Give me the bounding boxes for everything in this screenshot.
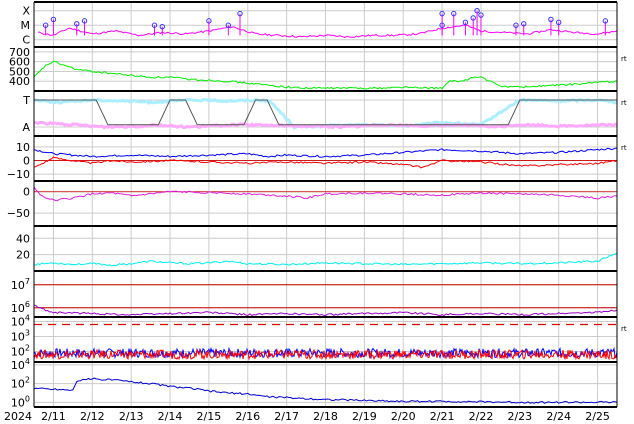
- y-tick-label: 100: [11, 394, 30, 409]
- series-xray-0: [37, 24, 618, 38]
- y-tick-label: 40: [16, 232, 30, 245]
- x-tick-label: 2/14: [158, 410, 183, 423]
- y-tick-label: 700: [9, 46, 30, 59]
- flare-marker: [439, 10, 445, 17]
- right-label-wind-speed: rt: [621, 55, 627, 63]
- y-tick-label: −50: [7, 207, 30, 220]
- flare-marker: [478, 12, 484, 18]
- y-tick-label: 0: [23, 155, 30, 168]
- series-bz-0: [33, 147, 618, 158]
- x-tick-label: 2/21: [430, 410, 455, 423]
- x-tick-label: 2/12: [80, 410, 105, 423]
- x-tick-label: 2/13: [119, 410, 144, 423]
- x-tick-label: 2/11: [41, 410, 66, 423]
- right-label-proton-flux: rt: [621, 325, 627, 333]
- flare-marker: [474, 8, 480, 14]
- y-tick-label: 0: [23, 186, 30, 199]
- panel-electron-flux: 107 106: [11, 270, 618, 318]
- x-axis-ticks: 2024 2/11 2/12 2/13 2/14 2/15 2/16 2/17 2/18 2/19…: [4, 410, 610, 423]
- series-bz-1: [33, 156, 618, 169]
- flare-marker: [521, 21, 527, 27]
- y-tick-label: −10: [7, 168, 30, 181]
- series-dst-0: [33, 186, 618, 202]
- x-tick-label: 2/18: [313, 410, 338, 423]
- y-tick-label: 102: [11, 344, 30, 359]
- flare-marker: [81, 18, 88, 24]
- y-tick-label: 10: [16, 141, 30, 154]
- y-tick-label: 104: [11, 314, 30, 329]
- series-mag-sector-1: [34, 120, 618, 130]
- series-mag-sector-2: [34, 99, 617, 126]
- x-tick-label: 2/15: [197, 410, 222, 423]
- flare-marker: [470, 15, 476, 21]
- panel-xray-flux-long: 104 102 100: [11, 357, 618, 409]
- y-tick-label: A: [22, 121, 30, 134]
- series-proton-flux-1: [33, 348, 618, 361]
- flare-marker: [151, 22, 158, 28]
- flare-marker: [602, 18, 609, 24]
- x-tick-label: 2024: [4, 410, 32, 423]
- flare-marker: [225, 22, 232, 28]
- flare-marker: [513, 22, 519, 28]
- y-tick-label: 106: [11, 300, 30, 315]
- flare-marker: [206, 18, 212, 24]
- x-tick-label: 2/22: [469, 410, 494, 423]
- y-tick-label: 104: [11, 357, 30, 372]
- y-tick-label: M: [21, 19, 31, 32]
- y-tick-label: 103: [11, 329, 30, 344]
- flare-marker: [159, 23, 165, 30]
- series-proton-flux-0: [33, 346, 618, 360]
- flare-marker: [237, 10, 243, 17]
- y-tick-label: C: [22, 34, 30, 47]
- x-tick-label: 2/16: [235, 410, 260, 423]
- flare-marker: [451, 10, 457, 17]
- y-tick-label: 500: [9, 65, 30, 78]
- flare-marker: [556, 19, 562, 26]
- flare-marker: [50, 16, 57, 23]
- y-tick-label: 600: [9, 56, 30, 69]
- right-label-bz: rt: [621, 144, 627, 152]
- flare-marker: [462, 19, 469, 26]
- flare-marker: [74, 21, 80, 27]
- y-tick-label: 20: [16, 249, 30, 262]
- y-tick-label: X: [22, 5, 30, 18]
- x-tick-label: 2/23: [507, 410, 532, 423]
- chart-panels: XMC700600500400TA100−100−504020107106104…: [7, 1, 627, 409]
- flare-marker: [42, 22, 49, 28]
- series-proton-density-0: [33, 252, 618, 267]
- panel-xray: XMC: [21, 1, 618, 48]
- x-tick-label: 2/17: [274, 410, 299, 423]
- y-tick-label: 107: [11, 277, 30, 292]
- flare-marker: [548, 16, 554, 23]
- y-tick-label: 102: [11, 376, 30, 391]
- flare-marker: [439, 22, 445, 28]
- series-wind-speed-0: [33, 60, 618, 90]
- panel-bz: 100−10: [7, 135, 618, 182]
- x-tick-label: 2/24: [546, 410, 571, 423]
- series-xray-flux-long-0: [33, 377, 618, 404]
- y-tick-label: T: [22, 94, 30, 107]
- right-label-mag-sector: rt: [621, 99, 627, 107]
- series-electron-flux-0: [33, 304, 618, 317]
- panel-dst: 0 −50: [7, 180, 618, 227]
- x-tick-label: 2/19: [352, 410, 377, 423]
- x-tick-label: 2/20: [391, 410, 416, 423]
- y-tick-label: 400: [9, 75, 30, 88]
- panel-mag-sector: TA: [22, 90, 618, 137]
- x-tick-label: 2/25: [585, 410, 610, 423]
